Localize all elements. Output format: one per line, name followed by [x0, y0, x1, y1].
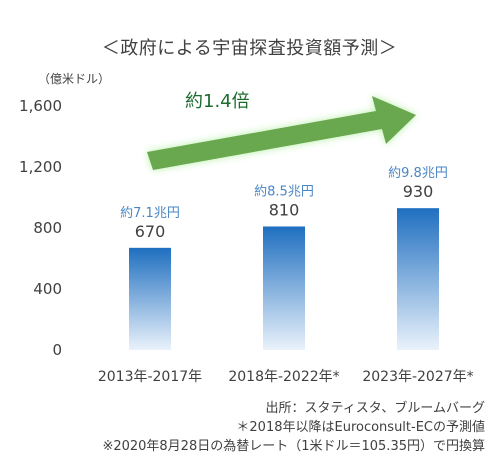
- y-axis-unit-label: （億米ドル）: [38, 72, 111, 86]
- bar-yen-label: 約9.8兆円: [388, 166, 448, 181]
- bar-value-label: 930: [403, 182, 434, 201]
- y-tick-label: 1,200: [19, 158, 62, 176]
- exchange-rate-note: ※2020年8月28日の為替レート（1米ドル＝105.35円）で円換算: [102, 439, 485, 454]
- y-tick-label: 400: [33, 280, 62, 298]
- bar-yen-label: 約7.1兆円: [120, 206, 180, 221]
- bar-yen-label: 約8.5兆円: [254, 184, 314, 199]
- bar-value-label: 670: [135, 222, 166, 241]
- x-category-label: 2013年-2017年: [98, 369, 202, 385]
- bar: [263, 226, 305, 350]
- growth-arrow: [147, 96, 416, 170]
- x-category-label: 2018年-2022年*: [228, 369, 339, 385]
- forecast-note: ＊2018年以降はEuroconsult-ECの予測値: [236, 420, 485, 435]
- bar: [397, 208, 439, 350]
- bar: [129, 247, 171, 350]
- y-tick-label: 0: [52, 341, 62, 359]
- chart-title: ＜政府による宇宙探査投資額予測＞: [101, 38, 398, 59]
- bar-value-label: 810: [269, 200, 300, 219]
- x-category-label: 2023年-2027年*: [362, 369, 473, 385]
- y-tick-label: 800: [33, 219, 62, 237]
- growth-label: 約1.4倍: [185, 91, 250, 112]
- source-note: 出所：スタティスタ、ブルームバーグ: [265, 401, 485, 416]
- y-tick-label: 1,600: [19, 97, 62, 115]
